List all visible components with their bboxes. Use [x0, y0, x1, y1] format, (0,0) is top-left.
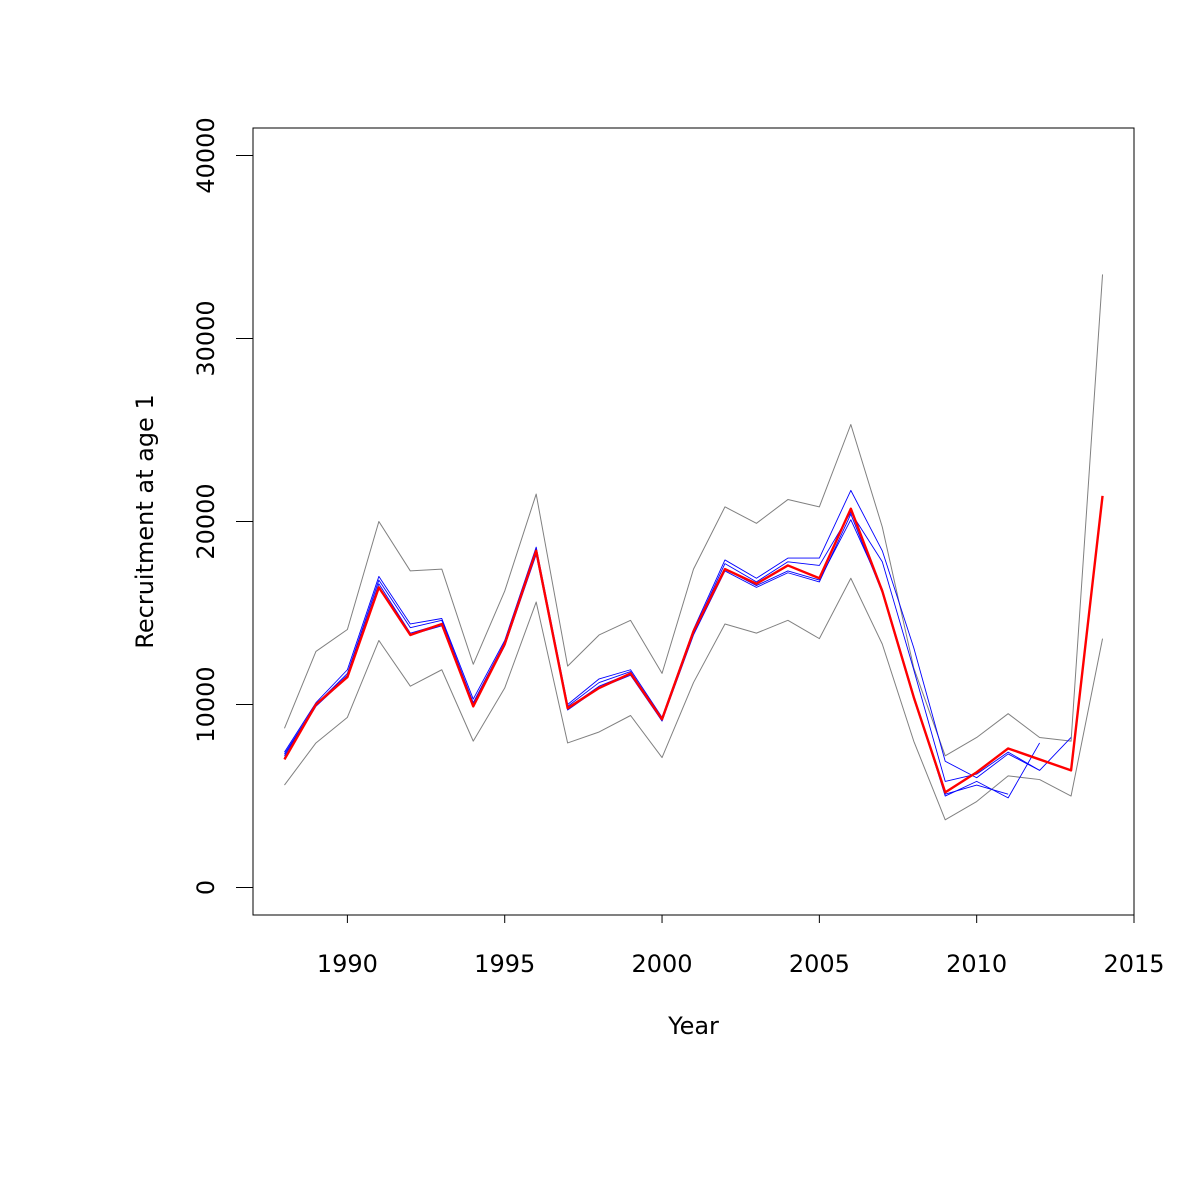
series-line-lower-bound-1 — [284, 577, 1104, 821]
y-tick-label: 40000 — [192, 117, 220, 193]
series-layer — [283, 274, 1104, 821]
x-tick-label: 1990 — [317, 950, 378, 978]
series-line-estimate-6 — [283, 495, 1104, 794]
series-line-upper-bound-0 — [283, 274, 1104, 757]
x-tick-label: 2010 — [946, 950, 1007, 978]
x-tick-label: 2005 — [789, 950, 850, 978]
y-tick-label: 20000 — [192, 483, 220, 559]
y-tick-label: 0 — [192, 880, 220, 895]
x-tick-label: 2015 — [1103, 950, 1164, 978]
y-axis-title: Recruitment at age 1 — [131, 394, 159, 648]
x-tick-label: 1995 — [474, 950, 535, 978]
axes: 1990 1995 2000 2005 2010 2015 0 10000 20000 30000… — [192, 117, 1165, 978]
x-tick-label: 2000 — [631, 950, 692, 978]
y-tick-label: 10000 — [192, 666, 220, 742]
x-axis-title: Year — [667, 1012, 719, 1040]
y-tick-label: 30000 — [192, 300, 220, 376]
